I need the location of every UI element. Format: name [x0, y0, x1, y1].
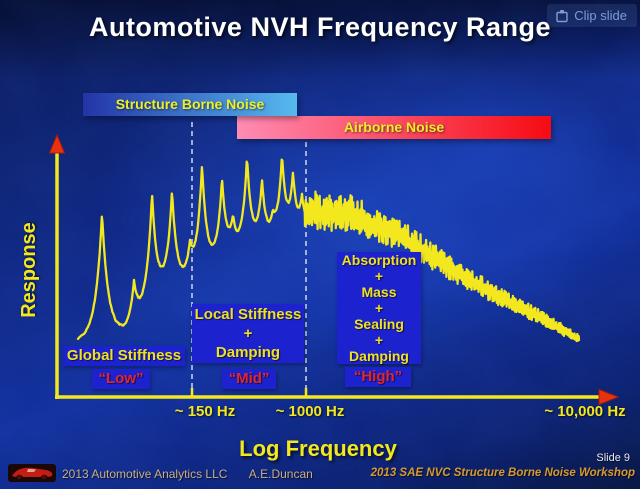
- low-band-label: “Low”: [92, 369, 150, 389]
- local-stiffness-damping-label: Local Stiffness + Damping: [192, 304, 304, 363]
- absorption-mass-sealing-damping-label: Absorption + Mass + Sealing + Damping: [337, 252, 421, 364]
- high-band-label: “High”: [345, 367, 411, 387]
- structure-borne-noise-banner: Structure Borne Noise: [83, 93, 297, 116]
- footer-workshop: 2013 SAE NVC Structure Borne Noise Works…: [370, 467, 635, 479]
- y-axis-arrowhead: [48, 133, 66, 154]
- response-curve: [76, 158, 581, 343]
- airborne-noise-banner: Airborne Noise: [237, 116, 551, 139]
- clip-slide-button[interactable]: Clip slide: [547, 4, 637, 27]
- structure-borne-noise-label: Structure Borne Noise: [115, 96, 265, 112]
- x-tick-label-150hz: ~ 150 Hz: [174, 403, 236, 420]
- clip-slide-label: Clip slide: [574, 8, 627, 23]
- footer-credit: 2013 Automotive Analytics LLC A.E.Duncan: [62, 467, 313, 481]
- mid-band-label: “Mid”: [222, 369, 276, 389]
- airborne-noise-label: Airborne Noise: [343, 119, 445, 135]
- footer-company: 2013 Automotive Analytics LLC: [62, 467, 228, 481]
- slide-number: Slide 9: [596, 452, 630, 464]
- x-tick-label-1000hz: ~ 1000 Hz: [275, 403, 345, 420]
- x-axis-ticks: [190, 388, 308, 396]
- x-tick-label-10000hz: ~ 10,000 Hz: [544, 403, 626, 420]
- y-axis-label: Response: [18, 222, 40, 318]
- footer-author: A.E.Duncan: [248, 467, 313, 481]
- x-axis-label: Log Frequency: [239, 436, 397, 461]
- page-title: Automotive NVH Frequency Range: [88, 12, 552, 42]
- clip-icon: [556, 9, 568, 22]
- global-stiffness-label: Global Stiffness: [63, 346, 185, 366]
- company-logo: [8, 464, 56, 482]
